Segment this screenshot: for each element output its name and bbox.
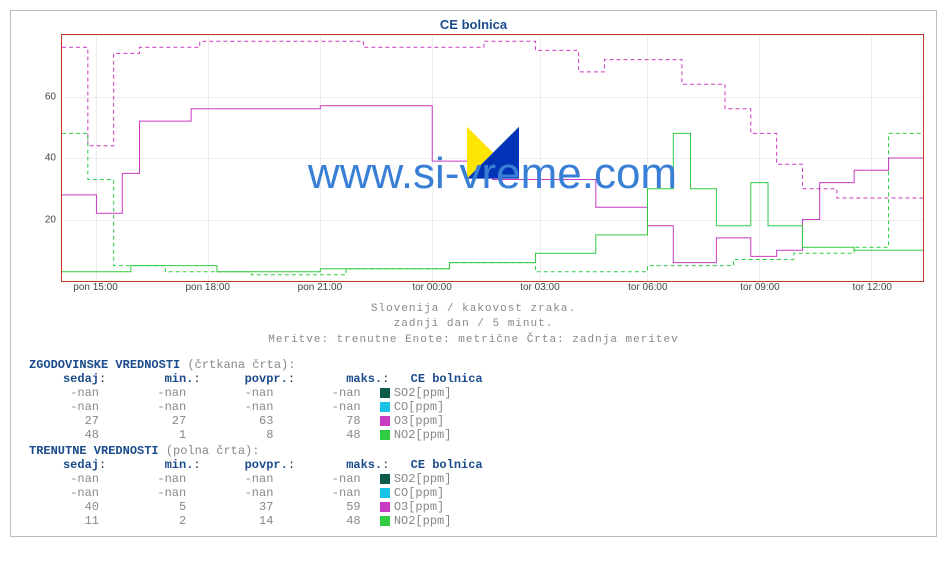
cell-sedaj: 40 [29,500,99,514]
col-sedaj: sedaj [29,372,99,386]
table-row: 48 1 8 48 NO2[ppm] [29,428,936,442]
col-povpr: povpr. [208,372,288,386]
now-heading-note: (polna črta) [166,444,252,458]
col-min: min. [113,372,193,386]
cell-povpr: -nan [193,400,273,414]
cell-povpr: 8 [193,428,273,442]
cell-label: NO2[ppm] [390,428,452,442]
legend-swatch [380,416,390,426]
col-povpr: povpr. [208,458,288,472]
xtick-label: pon 15:00 [73,282,118,293]
now-heading: TRENUTNE VREDNOSTI (polna črta): [29,444,936,458]
ytick-label: 60 [45,91,56,102]
table-row: -nan -nan -nan -nan SO2[ppm] [29,472,936,486]
col-site: CE bolnica [397,372,483,386]
cell-min: 27 [106,414,186,428]
watermark-logo [467,127,519,179]
cell-min: -nan [106,386,186,400]
now-table: TRENUTNE VREDNOSTI (polna črta): sedaj: … [29,444,936,528]
col-min: min. [113,458,193,472]
xtick-label: tor 06:00 [628,282,667,293]
col-sedaj: sedaj [29,458,99,472]
legend-swatch [380,388,390,398]
hist-heading-text: ZGODOVINSKE VREDNOSTI [29,358,180,372]
cell-maks: 78 [281,414,361,428]
hist-heading: ZGODOVINSKE VREDNOSTI (črtkana črta): [29,358,936,372]
cell-label: CO[ppm] [390,486,444,500]
legend-swatch [380,502,390,512]
cell-min: 1 [106,428,186,442]
cell-povpr: 37 [193,500,273,514]
xtick-label: tor 09:00 [740,282,779,293]
xtick-label: tor 12:00 [852,282,891,293]
cell-label: SO2[ppm] [390,386,452,400]
subtitle-block: Slovenija / kakovost zraka. zadnji dan /… [11,298,936,358]
cell-maks: -nan [281,472,361,486]
cell-maks: -nan [281,386,361,400]
cell-label: O3[ppm] [390,500,444,514]
now-heading-text: TRENUTNE VREDNOSTI [29,444,159,458]
cell-povpr: -nan [193,472,273,486]
cell-maks: 59 [281,500,361,514]
table-row: 27 27 63 78 O3[ppm] [29,414,936,428]
subtitle-line-1: Slovenija / kakovost zraka. [11,302,936,317]
cell-min: -nan [106,400,186,414]
col-maks: maks. [302,458,382,472]
cell-label: O3[ppm] [390,414,444,428]
xtick-label: pon 21:00 [298,282,343,293]
table-row: 40 5 37 59 O3[ppm] [29,500,936,514]
data-tables: ZGODOVINSKE VREDNOSTI (črtkana črta): se… [11,358,936,536]
table-row: -nan -nan -nan -nan SO2[ppm] [29,386,936,400]
subtitle-line-3: Meritve: trenutne Enote: metrične Črta: … [11,333,936,348]
cell-povpr: -nan [193,486,273,500]
cell-sedaj: -nan [29,472,99,486]
table-row: 11 2 14 48 NO2[ppm] [29,514,936,528]
cell-label: SO2[ppm] [390,472,452,486]
cell-sedaj: -nan [29,386,99,400]
now-head-row: sedaj: min.: povpr.: maks.: CE bolnica [29,458,936,472]
hist-table: ZGODOVINSKE VREDNOSTI (črtkana črta): se… [29,358,936,442]
cell-maks: 48 [281,514,361,528]
subtitle-line-2: zadnji dan / 5 minut. [11,317,936,332]
table-row: -nan -nan -nan -nan CO[ppm] [29,400,936,414]
chart-frame: CE bolnica www.si-vreme.com www.si-vreme… [10,10,937,537]
ytick-label: 40 [45,153,56,164]
cell-povpr: 14 [193,514,273,528]
cell-min: -nan [106,472,186,486]
cell-maks: -nan [281,486,361,500]
xtick-label: pon 18:00 [185,282,230,293]
cell-label: CO[ppm] [390,400,444,414]
xtick-label: tor 03:00 [520,282,559,293]
hist-head-row: sedaj: min.: povpr.: maks.: CE bolnica [29,372,936,386]
legend-swatch [380,430,390,440]
legend-swatch [380,402,390,412]
ytick-label: 20 [45,214,56,225]
plot-area: www.si-vreme.com 204060 [61,34,924,282]
legend-swatch [380,474,390,484]
cell-maks: 48 [281,428,361,442]
cell-sedaj: 11 [29,514,99,528]
col-site: CE bolnica [397,458,483,472]
hist-heading-note: (črtkana črta) [187,358,288,372]
legend-swatch [380,488,390,498]
cell-sedaj: -nan [29,486,99,500]
cell-sedaj: -nan [29,400,99,414]
xtick-label: tor 00:00 [412,282,451,293]
table-row: -nan -nan -nan -nan CO[ppm] [29,486,936,500]
col-maks: maks. [302,372,382,386]
cell-min: -nan [106,486,186,500]
cell-min: 5 [106,500,186,514]
chart-title: CE bolnica [11,11,936,34]
x-axis-ticks: pon 15:00 pon 18:00 pon 21:00 tor 00:00 tor … [61,282,924,298]
cell-sedaj: 27 [29,414,99,428]
cell-min: 2 [106,514,186,528]
chart-wrap: www.si-vreme.com www.si-vreme.com 204060… [11,34,936,298]
cell-povpr: 63 [193,414,273,428]
cell-maks: -nan [281,400,361,414]
cell-label: NO2[ppm] [390,514,452,528]
legend-swatch [380,516,390,526]
cell-povpr: -nan [193,386,273,400]
cell-sedaj: 48 [29,428,99,442]
